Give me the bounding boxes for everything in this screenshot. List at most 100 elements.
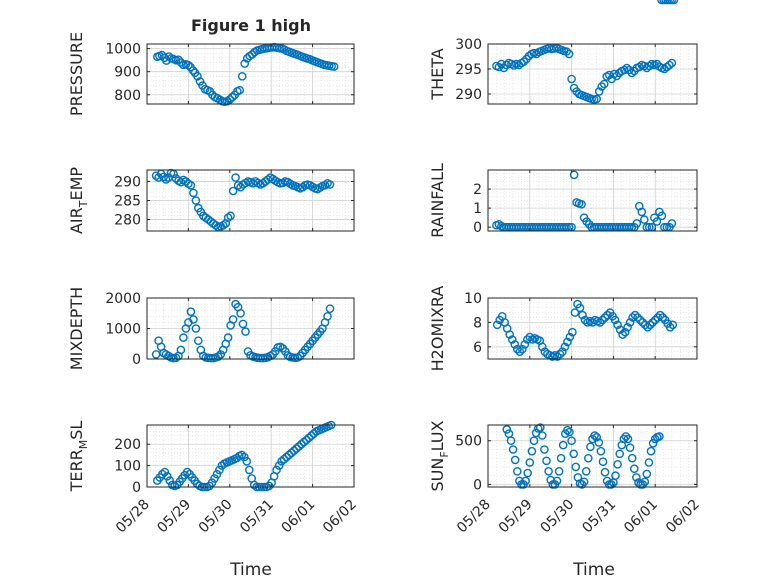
x-tick-label: 05/30 [196, 497, 236, 537]
data-point [297, 439, 306, 449]
data-point [282, 452, 291, 462]
y-tick-label: 900 [114, 65, 141, 81]
data-point [554, 466, 564, 476]
y-axis-label: RAINFALL [428, 163, 447, 238]
data-point [637, 207, 647, 217]
data-point [538, 342, 547, 352]
data-point [226, 211, 235, 221]
data-point [615, 325, 625, 335]
data-point [668, 320, 678, 330]
data-point [638, 480, 648, 489]
data-point [634, 478, 643, 487]
data-point [507, 335, 517, 344]
panel-1: 800 900 1000 PRESSURE [67, 32, 355, 116]
data-point [553, 352, 562, 361]
y-tick-label: 0 [132, 480, 141, 496]
data-point [492, 320, 502, 330]
data-point [577, 480, 587, 489]
data-point [191, 324, 201, 333]
data-point [515, 347, 525, 357]
data-point [540, 445, 549, 454]
data-point [519, 57, 529, 66]
data-point [513, 344, 522, 354]
data-point [620, 65, 629, 75]
data-point [644, 458, 654, 467]
data-point [575, 303, 585, 313]
data-point [613, 459, 622, 469]
x-tick-label: 05/29 [154, 497, 194, 537]
y-tick-label: 285 [114, 194, 141, 210]
data-point [299, 437, 309, 447]
data-point [558, 440, 568, 450]
data-point [577, 199, 586, 209]
data-point [294, 442, 304, 451]
data-point [179, 333, 188, 342]
panel-4: 0 1 2 RAINFALL [428, 163, 698, 238]
panel-2: 290 295 300 THETA [428, 37, 698, 105]
data-point [581, 466, 591, 476]
data-point [627, 68, 637, 78]
data-point [665, 60, 674, 70]
y-tick-label: 0 [132, 352, 141, 368]
data-point [304, 433, 314, 443]
y-tick-label: 0 [473, 220, 482, 236]
data-point [240, 59, 249, 68]
data-point [640, 61, 649, 71]
axes-box [146, 424, 355, 488]
data-point [165, 476, 175, 485]
data-point [506, 436, 516, 446]
data-point [648, 318, 658, 327]
x-tick-label: 05/30 [538, 497, 578, 537]
data-point [646, 446, 656, 456]
data-point [597, 82, 607, 91]
data-point [277, 456, 286, 466]
data-point [599, 79, 609, 89]
data-point [623, 322, 632, 332]
y-tick-label: 800 [114, 88, 141, 104]
data-point [648, 438, 658, 448]
data-point [586, 442, 595, 452]
x-axis-label-left: Time [229, 560, 272, 580]
data-point [189, 315, 198, 324]
data-point [323, 311, 332, 321]
x-tick-label: 05/31 [579, 497, 619, 537]
data-point [186, 180, 196, 190]
axes-box [487, 43, 698, 105]
data-point [538, 431, 547, 440]
data-point [592, 94, 602, 104]
y-tick-label: 2000 [105, 291, 141, 307]
data-point [186, 307, 196, 317]
data-point [598, 457, 608, 467]
data-point [635, 315, 645, 325]
data-point [242, 456, 252, 466]
data-point [613, 320, 622, 330]
y-axis-label: PRESSURE [67, 32, 86, 116]
data-point [633, 313, 642, 322]
data-point [563, 337, 572, 347]
data-point [289, 446, 299, 456]
data-point [600, 467, 610, 477]
data-point [610, 315, 620, 325]
data-point [567, 436, 576, 446]
data-point [598, 315, 607, 325]
data-point [590, 431, 599, 440]
data-point [510, 340, 520, 349]
data-point [594, 87, 604, 96]
data-point [525, 458, 535, 467]
data-point [518, 344, 527, 354]
data-point [159, 172, 168, 182]
data-point [227, 92, 237, 102]
data-point [640, 215, 649, 224]
data-point [655, 310, 665, 320]
data-point [571, 462, 581, 472]
data-point [233, 180, 243, 190]
data-point [640, 320, 650, 330]
plot-area [147, 44, 354, 104]
data-point [502, 425, 512, 434]
data-point [292, 444, 301, 453]
data-point [584, 453, 593, 463]
y-tick-label: 10 [464, 291, 482, 307]
data-point [652, 217, 662, 226]
data-point [579, 477, 589, 487]
y-tick-label: 500 [455, 434, 482, 450]
